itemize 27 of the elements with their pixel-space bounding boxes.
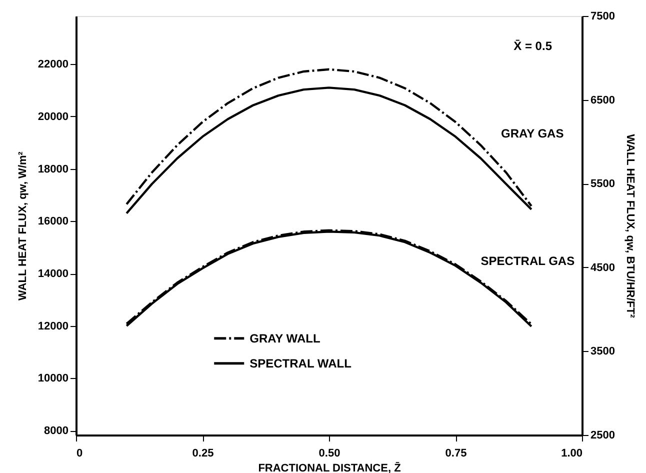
y2-tick-label: 7500 [590,10,615,22]
y2-tick-label: 4500 [590,262,615,274]
y-tick-label: 12000 [38,320,68,332]
annotation: SPECTRAL GAS [480,254,575,268]
x-tick-label: 0.25 [192,448,214,460]
annotation: GRAY GAS [501,126,564,140]
y2-tick-label: 5500 [590,178,615,190]
y-tick-label: 14000 [38,268,68,280]
x-tick-label: 0.75 [445,448,467,460]
y-tick-label: 10000 [38,372,68,385]
y-tick-label: 8000 [44,425,68,438]
annotation: X̄ = 0.5 [514,39,552,53]
y2-tick-label: 3500 [590,346,615,358]
y2-axis-title: WALL HEAT FLUX, qw, BTU/HR/FT² [624,134,636,318]
y-tick-label: 16000 [38,216,68,228]
x-tick-label: 1.00 [561,448,582,460]
x-tick-label: 0 [76,448,83,460]
x-axis-title: FRACTIONAL DISTANCE, Z̄ [258,462,402,473]
y-axis-title: WALL HEAT FLUX, qw, W/m² [16,151,29,300]
y2-tick-label: 2500 [590,430,615,442]
legend-label: SPECTRAL WALL [250,356,352,370]
y-tick-label: 22000 [38,58,68,71]
x-tick-label: 0.50 [318,448,340,460]
legend-label: GRAY WALL [250,331,320,346]
y2-tick-label: 6500 [590,94,615,106]
y-tick-label: 20000 [38,110,68,123]
y-tick-label: 18000 [38,163,68,176]
